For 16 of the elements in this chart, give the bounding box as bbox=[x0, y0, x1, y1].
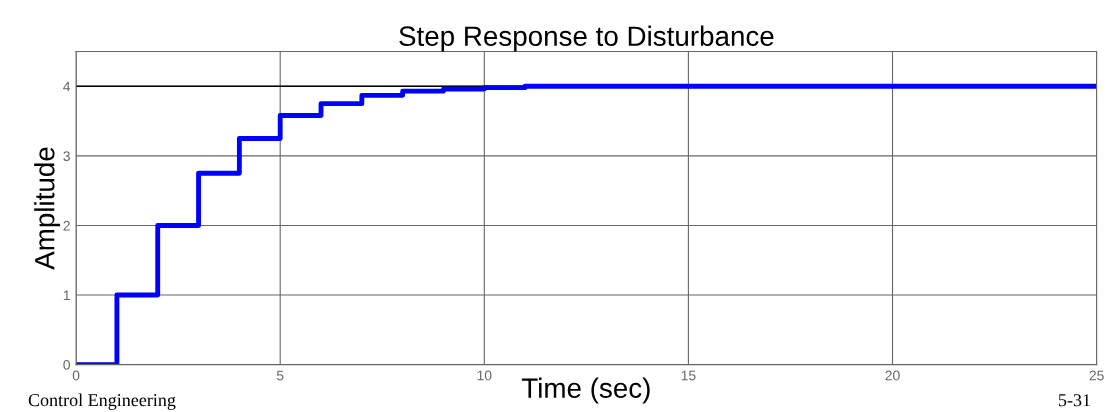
x-axis-title: Time (sec) bbox=[521, 377, 650, 404]
y-tick-label: 2 bbox=[63, 220, 70, 231]
chart-title: Step Response to Disturbance bbox=[399, 25, 774, 52]
y-axis-title: Amplitude bbox=[34, 147, 61, 270]
x-tick-label: 25 bbox=[1089, 370, 1104, 381]
x-tick-label: 20 bbox=[885, 370, 900, 381]
text: Control Engineering bbox=[28, 393, 176, 410]
y-tick-label: 0 bbox=[63, 359, 70, 370]
x-tick-label: 5 bbox=[276, 370, 284, 381]
x-tick-label: 0 bbox=[72, 370, 80, 381]
y-tick-label: 3 bbox=[63, 151, 70, 162]
x-tick-label: 10 bbox=[477, 370, 492, 381]
x-tick-label: 15 bbox=[681, 370, 696, 381]
y-tick-label: 4 bbox=[63, 81, 71, 92]
text: 5-31 bbox=[1058, 394, 1090, 407]
y-tick-label: 1 bbox=[63, 290, 70, 301]
